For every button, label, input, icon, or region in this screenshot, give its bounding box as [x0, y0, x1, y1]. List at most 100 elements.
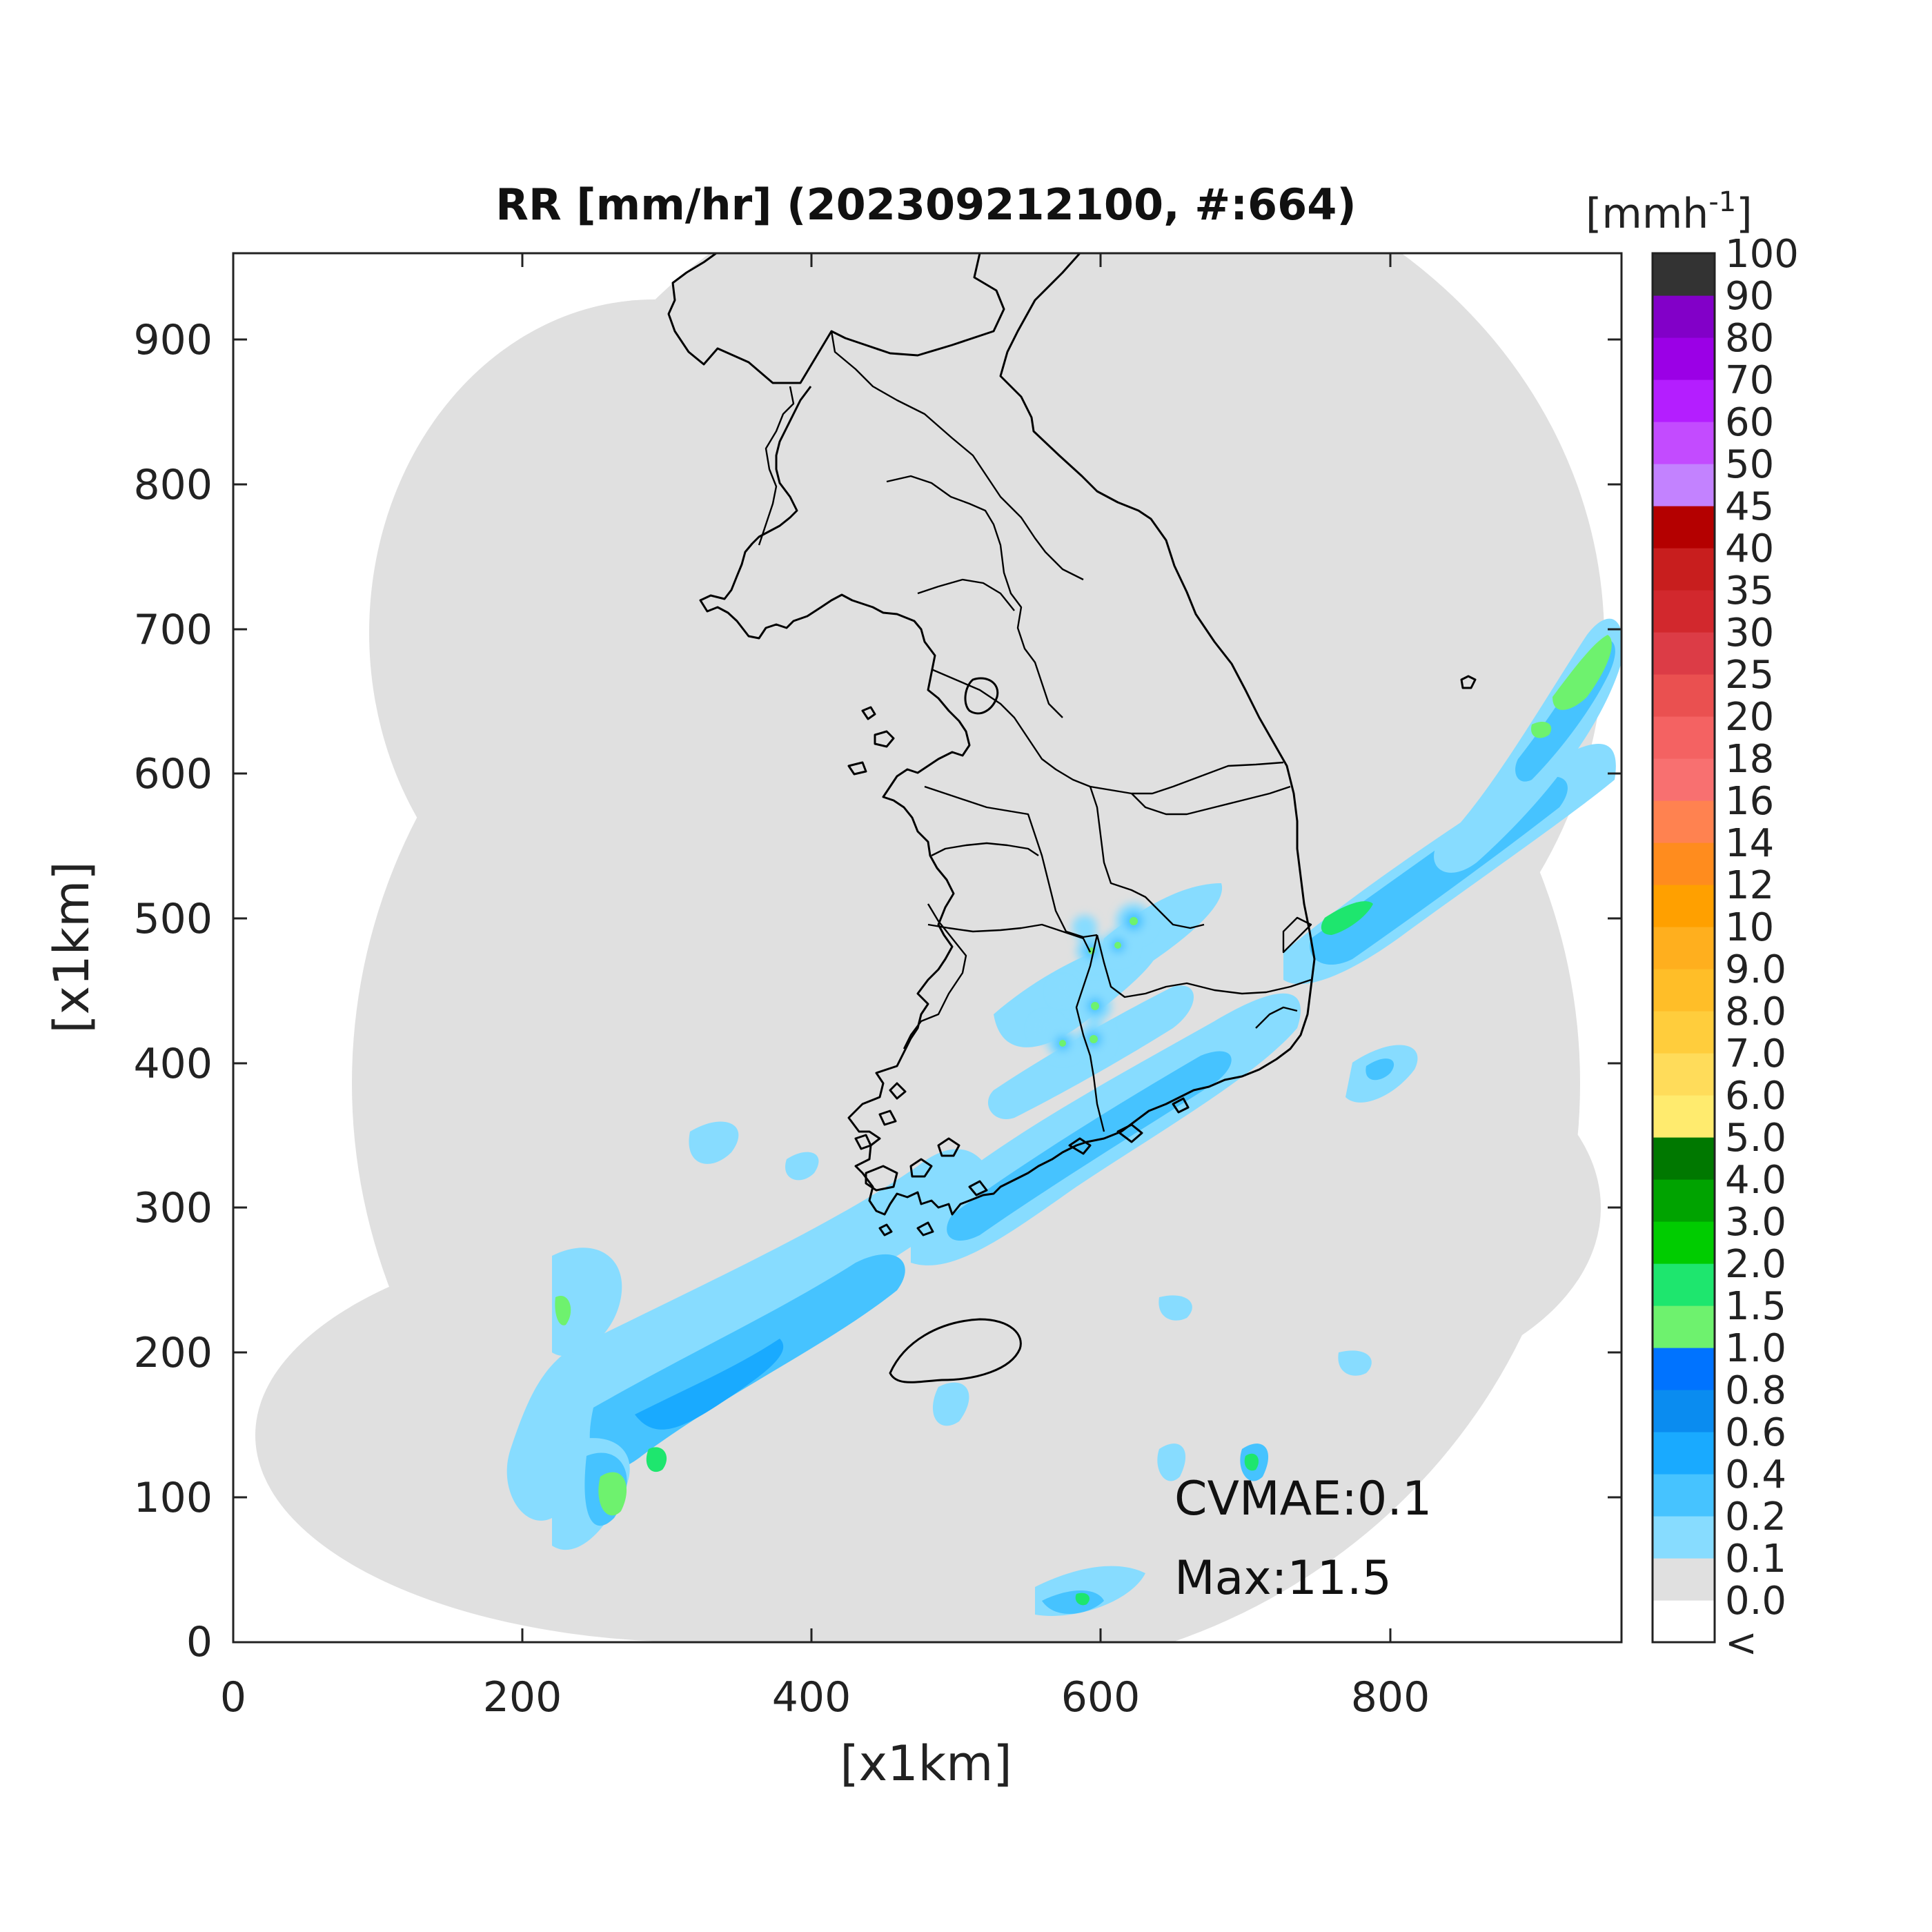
colorbar-segment — [1653, 1305, 1715, 1348]
colorbar-segment — [1653, 1221, 1715, 1264]
colorbar-tick-label: 0.1 — [1725, 1537, 1786, 1581]
colorbar-tick-label: 30 — [1725, 611, 1774, 656]
y-tick-label: 300 — [133, 1184, 213, 1232]
precipitation-scattered-cells — [689, 1045, 1418, 1616]
colorbar-tick-label: 100 — [1725, 232, 1799, 277]
colorbar-segment — [1653, 927, 1715, 969]
colorbar-tick-label: 90 — [1725, 274, 1774, 319]
plot-area — [233, 253, 1621, 1642]
colorbar-tick-label: 6.0 — [1725, 1074, 1786, 1118]
x-tick-label: 800 — [1351, 1673, 1430, 1722]
colorbar-segment — [1653, 632, 1715, 675]
colorbar-segment — [1653, 548, 1715, 591]
colorbar-unit-base: [mmh — [1586, 190, 1708, 238]
x-tick-labels: 0 200 400 600 800 — [220, 1673, 1430, 1722]
colorbar-tick-label: 7.0 — [1725, 1032, 1786, 1076]
colorbar-segment — [1653, 295, 1715, 338]
chart-title: RR [mm/hr] (202309212100, #:664) — [495, 179, 1357, 230]
colorbar-tick-label: 40 — [1725, 526, 1774, 571]
x-tick-label: 400 — [772, 1673, 851, 1722]
max-annotation: Max:11.5 — [1174, 1551, 1392, 1606]
colorbar-tick-label: 0.4 — [1725, 1452, 1786, 1497]
x-tick-label: 0 — [220, 1673, 246, 1722]
y-tick-label: 600 — [133, 750, 213, 798]
colorbar-segment — [1653, 1600, 1715, 1643]
y-tick-labels: 0 100 200 300 400 500 600 700 800 900 — [133, 316, 213, 1666]
x-tick-label: 200 — [483, 1673, 562, 1722]
y-tick-label: 700 — [133, 606, 213, 654]
colorbar-unit: [mmh-1] — [1586, 186, 1753, 238]
colorbar-segment — [1653, 337, 1715, 380]
y-tick-label: 400 — [133, 1040, 213, 1088]
colorbar-tick-label: 9.0 — [1725, 947, 1786, 992]
colorbar-tick-label: 25 — [1725, 653, 1774, 698]
colorbar-tick-label: 2.0 — [1725, 1242, 1786, 1287]
colorbar-tick-label: 16 — [1725, 779, 1774, 824]
colorbar-tick-label: 3.0 — [1725, 1200, 1786, 1245]
colorbar-tick-label: 10 — [1725, 905, 1774, 950]
colorbar-tick-label: 14 — [1725, 821, 1774, 866]
plot-frame — [232, 252, 1623, 1644]
provincial-boundaries — [758, 331, 1312, 1132]
y-tick-label: 0 — [186, 1618, 213, 1666]
colorbar-segment — [1653, 590, 1715, 633]
colorbar-tick-label: 0.8 — [1725, 1368, 1786, 1413]
y-tick-label: 900 — [133, 316, 213, 364]
colorbar-unit-superscript: -1 — [1708, 186, 1736, 218]
colorbar-tick-label: 1.0 — [1725, 1326, 1786, 1371]
colorbar-segment — [1653, 716, 1715, 759]
colorbar-segment — [1653, 800, 1715, 843]
colorbar-tick-label: 80 — [1725, 316, 1774, 361]
colorbar-segment — [1653, 1011, 1715, 1054]
colorbar-segment — [1653, 1053, 1715, 1096]
colorbar-segment — [1653, 1263, 1715, 1306]
colorbar-tick-label: 0.0 — [1725, 1579, 1786, 1624]
colorbar-segment — [1653, 422, 1715, 464]
y-tick-label: 500 — [133, 895, 213, 943]
colorbar-segment — [1653, 464, 1715, 506]
colorbar-segment — [1653, 253, 1715, 296]
colorbar-segment — [1653, 969, 1715, 1012]
colorbar-segment — [1653, 758, 1715, 801]
colorbar-labels: <0.00.10.20.40.60.81.01.52.03.04.05.06.0… — [1725, 232, 1799, 1666]
precipitation-band-east-sea — [1283, 618, 1621, 985]
colorbar-segment — [1653, 842, 1715, 885]
colorbar-tick-label: 18 — [1725, 737, 1774, 782]
precipitation-band-southwest — [506, 1149, 994, 1550]
colorbar-segment — [1653, 506, 1715, 549]
colorbar-tick-label: 20 — [1725, 695, 1774, 740]
colorbar-segment — [1653, 1474, 1715, 1517]
colorbar-tick-label: 60 — [1725, 400, 1774, 445]
colorbar-segment — [1653, 1558, 1715, 1601]
colorbar-segments — [1653, 253, 1715, 1643]
colorbar-tick-label: 0.6 — [1725, 1410, 1786, 1455]
precipitation-inland-cells — [994, 883, 1223, 1058]
colorbar-tick-label: 12 — [1725, 863, 1774, 908]
colorbar-segment — [1653, 1432, 1715, 1475]
colorbar-segment — [1653, 1516, 1715, 1559]
coastline-korean-peninsula — [667, 253, 1477, 1383]
colorbar-unit-close: ] — [1736, 190, 1752, 238]
colorbar: <0.00.10.20.40.60.81.01.52.03.04.05.06.0… — [1586, 186, 1799, 1666]
colorbar-tick-label: 50 — [1725, 442, 1774, 487]
colorbar-segment — [1653, 885, 1715, 927]
colorbar-tick-label: 5.0 — [1725, 1116, 1786, 1161]
y-tick-label: 200 — [133, 1329, 213, 1377]
colorbar-tick-label: 1.5 — [1725, 1284, 1786, 1329]
colorbar-segment — [1653, 1348, 1715, 1390]
y-tick-label: 100 — [133, 1474, 213, 1522]
colorbar-tick-label: 0.2 — [1725, 1495, 1786, 1539]
colorbar-segment — [1653, 1179, 1715, 1222]
colorbar-tick-label: 70 — [1725, 358, 1774, 403]
x-tick-label: 600 — [1061, 1673, 1141, 1722]
y-tick-label: 800 — [133, 461, 213, 509]
colorbar-frame — [1651, 252, 1716, 1644]
colorbar-segment — [1653, 379, 1715, 422]
tick-marks — [232, 253, 1621, 1644]
y-axis-label: [x1km] — [43, 861, 100, 1033]
colorbar-segment — [1653, 674, 1715, 717]
colorbar-tick-label: 8.0 — [1725, 989, 1786, 1034]
cvmae-annotation: CVMAE:0.1 — [1174, 1472, 1432, 1526]
colorbar-segment — [1653, 1137, 1715, 1180]
